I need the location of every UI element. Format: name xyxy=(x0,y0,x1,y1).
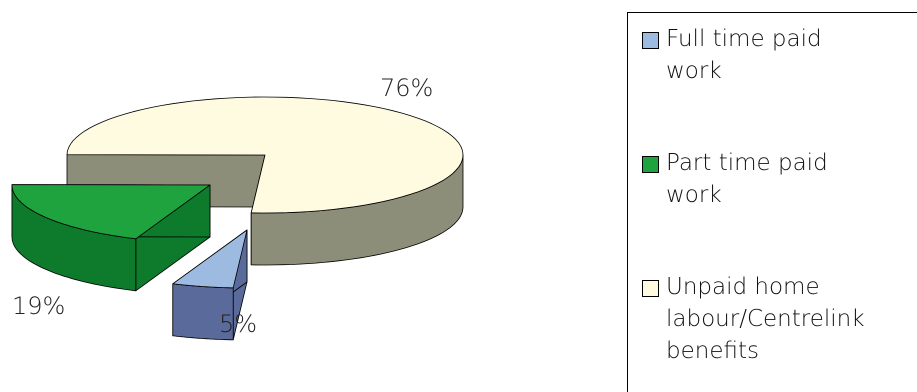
data-label-unpaid: 76% xyxy=(380,74,433,102)
slice-part-time-top xyxy=(11,184,211,240)
legend-swatch-full-time xyxy=(642,32,659,49)
legend-label-full-time: Full time paid work xyxy=(666,26,822,84)
legend: Full time paid work Part time paid work … xyxy=(627,12,917,392)
slice-full-time-top xyxy=(172,229,248,289)
legend-label-unpaid: Unpaid home labour/Centrelink benefits xyxy=(666,274,865,364)
legend-swatch-part-time xyxy=(642,156,659,173)
data-label-full-time: 5% xyxy=(219,310,257,338)
legend-label-part-time: Part time paid work xyxy=(666,150,828,208)
legend-item-part-time: Part time paid work xyxy=(642,147,866,211)
legend-item-unpaid: Unpaid home labour/Centrelink benefits xyxy=(642,271,866,367)
slice-unpaid-top xyxy=(66,96,464,214)
legend-swatch-unpaid xyxy=(642,280,659,297)
data-label-part-time: 19% xyxy=(12,292,65,320)
pie-chart: 76% 19% 5% xyxy=(11,74,464,341)
legend-item-full-time: Full time paid work xyxy=(642,23,866,87)
